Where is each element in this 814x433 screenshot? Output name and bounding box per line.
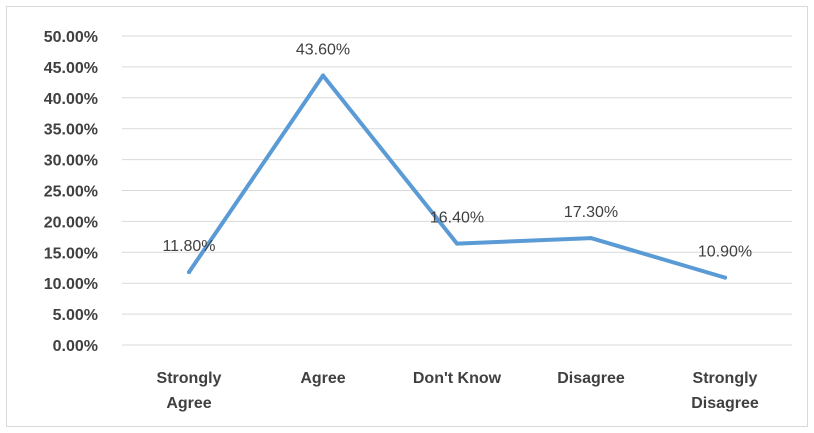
series-line [187,73,727,280]
data-label: 11.80% [162,238,215,255]
y-tick-label: 30.00% [44,153,98,170]
data-point [723,275,727,280]
x-tick-label: Agree [300,370,345,387]
data-point [455,241,459,246]
x-tick-label: Disagree [557,370,625,387]
y-tick-label: 50.00% [44,29,98,46]
y-tick-label: 35.00% [44,122,98,139]
data-label: 17.30% [564,204,618,221]
x-tick-label: Don't Know [413,370,502,387]
gridlines [122,35,792,346]
data-label: 16.40% [430,210,484,227]
y-tick-label: 10.00% [44,276,98,293]
y-tick-label: 45.00% [44,60,98,77]
x-tick-label: Strongly Agree [157,370,222,412]
data-point [321,73,325,78]
y-axis-tick-labels: 0.00% 5.00% 10.00% 15.00% 20.00% 25.00% 30.00%… [44,29,98,355]
x-axis-tick-labels: Strongly Agree Agree Don't Know Disagree Stro… [157,370,759,412]
data-label: 43.60% [296,42,350,59]
data-label: 10.90% [698,244,752,261]
y-tick-label: 15.00% [44,245,98,262]
data-point [589,236,593,241]
data-labels: 11.80% 43.60% 16.40% 17.30% 10.90% [162,42,752,261]
y-tick-label: 25.00% [44,184,98,201]
y-tick-label: 20.00% [44,214,98,231]
data-point [187,270,191,275]
x-tick-label: Strongly Disagree [691,370,759,412]
y-tick-label: 5.00% [53,307,98,324]
chart-frame [6,6,808,427]
series [187,73,727,280]
y-tick-label: 0.00% [53,338,98,355]
y-tick-label: 40.00% [44,91,98,108]
